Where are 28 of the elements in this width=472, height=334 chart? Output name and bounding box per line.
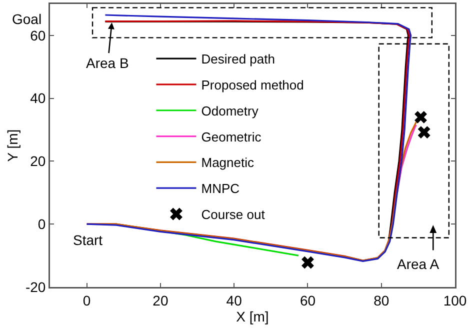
legend-label: Proposed method: [201, 78, 304, 93]
point: [414, 110, 427, 124]
annotation: Area A: [397, 256, 440, 272]
y-tick-label: -20: [25, 278, 46, 295]
legend-label: Desired path: [201, 52, 275, 67]
x-tick-label: 60: [300, 292, 316, 308]
annotation: Start: [73, 232, 103, 248]
legend-label: MNPC: [201, 181, 240, 196]
x-tick-label: 0: [82, 292, 91, 308]
y-tick-label: 0: [38, 216, 46, 232]
y-tick-label: 60: [30, 27, 46, 44]
text: Goal: [12, 11, 42, 27]
y-axis-title: Y [m]: [4, 129, 20, 162]
y-tick-label: 40: [30, 90, 46, 106]
legend-label: Course out: [201, 207, 266, 222]
legend-label: Odometry: [201, 103, 259, 118]
x-tick-label: 100: [443, 292, 467, 308]
legend-label: Magnetic: [201, 155, 254, 170]
point: [418, 126, 430, 139]
point: [302, 256, 314, 269]
y-tick-label: 20: [30, 153, 46, 170]
legend-label: Geometric: [201, 129, 262, 144]
line-series: [396, 124, 418, 194]
x-tick-label: 40: [226, 292, 242, 308]
x-tick-label: 80: [374, 292, 390, 308]
annotation: Area B: [86, 55, 129, 71]
x-tick-label: 20: [152, 292, 168, 308]
x-axis-title: X [m]: [236, 308, 269, 324]
